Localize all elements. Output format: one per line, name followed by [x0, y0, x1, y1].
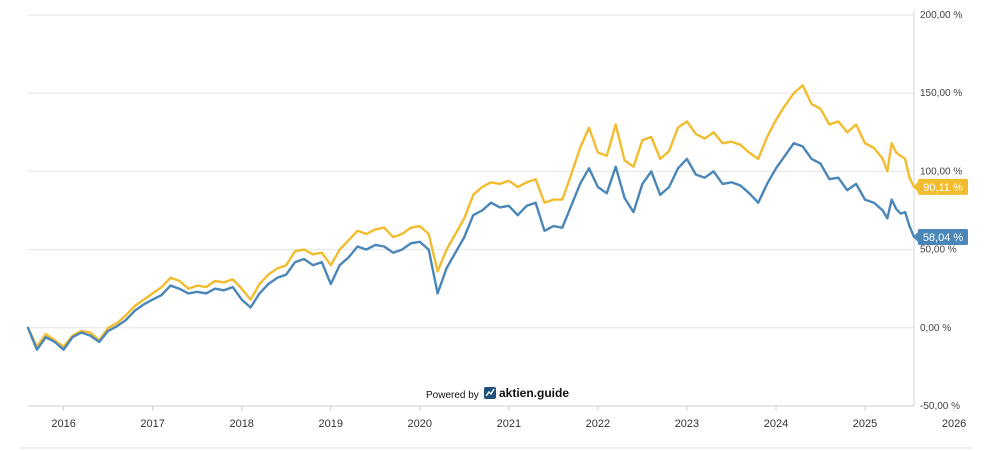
- y-tick-label: 200,00 %: [920, 10, 962, 21]
- brand-label: aktien.guide: [499, 386, 569, 400]
- series-end-badge-pointer-1: [913, 181, 918, 192]
- series-end-label-1: 90,11 %: [923, 182, 963, 194]
- x-tick-label: 2017: [140, 418, 164, 430]
- grid-layer: [28, 14, 914, 407]
- x-tick-label: 2026: [942, 418, 966, 430]
- x-tick-label: 2025: [853, 418, 877, 430]
- y-tick-label: -50,00 %: [920, 401, 960, 412]
- series-end-badge-2: [918, 229, 968, 246]
- axis-layer: 200,00 % 150,00 % 100,00 % 50,00 % 0,00 % -50…: [20, 10, 972, 449]
- x-tick-label: 2020: [408, 418, 432, 430]
- series-line-1: [26, 84, 916, 348]
- chart-trend-icon: [484, 387, 496, 399]
- y-tick-label: 150,00 %: [920, 88, 962, 99]
- x-tick-label: 2018: [229, 418, 253, 430]
- series-end-label-2: 58,04 %: [923, 232, 964, 244]
- y-tick-label: 0,00 %: [920, 323, 951, 334]
- x-tick-label: 2021: [497, 418, 521, 430]
- y-tick-label: 50,00 %: [920, 245, 957, 256]
- x-tick-label: 2024: [764, 418, 788, 430]
- x-tick-label: 2019: [319, 418, 343, 430]
- series-end-badge-pointer-2: [913, 232, 918, 243]
- powered-by-watermark[interactable]: Powered by aktien.guide: [426, 386, 569, 401]
- y-tick-label: 100,00 %: [920, 166, 962, 177]
- x-tick-label: 2023: [675, 418, 699, 430]
- x-tick-label: 2016: [51, 418, 75, 430]
- badge-layer: 90,11 % 58,04 %: [913, 178, 968, 246]
- powered-by-label: Powered by: [426, 390, 479, 401]
- series-end-badge-1: [918, 178, 968, 195]
- series-layer: [26, 84, 916, 351]
- series-line-2: [26, 141, 916, 351]
- x-tick-label: 2022: [586, 418, 610, 430]
